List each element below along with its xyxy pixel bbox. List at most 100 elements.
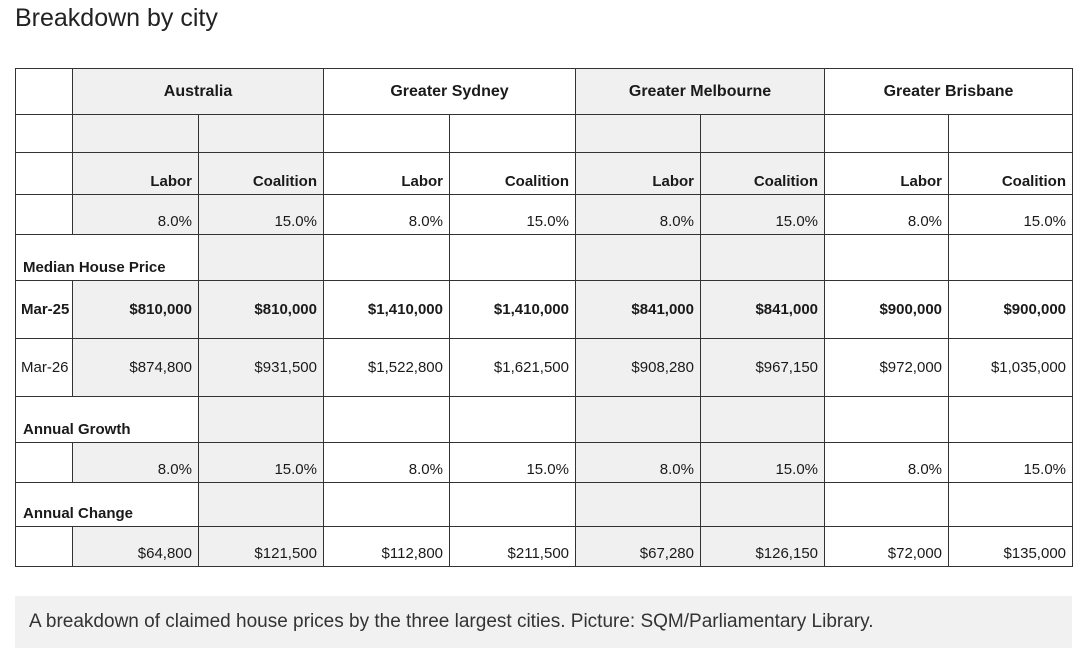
rate-cell: 15.0% xyxy=(699,194,826,235)
value-cell: $931,500 xyxy=(198,338,324,397)
section-row-growth: Annual Growth xyxy=(15,396,1074,443)
change-cell: $211,500 xyxy=(449,526,576,567)
growth-row: 8.0% 15.0% 8.0% 15.0% 8.0% 15.0% 8.0% 15… xyxy=(15,442,1074,483)
empty-cell xyxy=(575,482,701,527)
party-header-labor: Labor xyxy=(323,152,450,195)
breakdown-table: Australia Greater Sydney Greater Melbour… xyxy=(15,68,1074,567)
value-cell: $1,410,000 xyxy=(323,280,450,339)
value-cell: $900,000 xyxy=(948,280,1074,339)
empty-cell xyxy=(449,114,576,153)
corner-cell xyxy=(15,68,73,115)
empty-cell xyxy=(323,396,450,443)
breakdown-table-container: Australia Greater Sydney Greater Melbour… xyxy=(15,68,1074,570)
change-cell: $121,500 xyxy=(198,526,324,567)
empty-cell xyxy=(449,482,576,527)
empty-cell xyxy=(699,396,826,443)
value-cell: $1,410,000 xyxy=(449,280,576,339)
change-cell: $72,000 xyxy=(824,526,950,567)
city-header-row: Australia Greater Sydney Greater Melbour… xyxy=(15,68,1074,115)
rate-cell: 8.0% xyxy=(575,194,701,235)
empty-cell xyxy=(449,234,576,281)
value-cell: $900,000 xyxy=(824,280,950,339)
row-label-mar25: Mar-25 xyxy=(15,280,73,339)
empty-cell xyxy=(575,396,701,443)
section-label-growth: Annual Growth xyxy=(15,396,199,443)
value-cell: $967,150 xyxy=(699,338,826,397)
rate-cell: 15.0% xyxy=(449,194,576,235)
empty-cell xyxy=(15,442,73,483)
party-header-labor: Labor xyxy=(72,152,199,195)
value-cell: $841,000 xyxy=(699,280,826,339)
empty-cell xyxy=(198,114,324,153)
party-header-coalition: Coalition xyxy=(699,152,826,195)
value-cell: $874,800 xyxy=(72,338,199,397)
value-cell: $972,000 xyxy=(824,338,950,397)
spacer-row xyxy=(15,114,1074,153)
empty-cell xyxy=(323,234,450,281)
growth-cell: 8.0% xyxy=(575,442,701,483)
rate-cell: 15.0% xyxy=(198,194,324,235)
city-header-melbourne: Greater Melbourne xyxy=(574,68,826,115)
empty-cell xyxy=(323,482,450,527)
change-cell: $126,150 xyxy=(699,526,826,567)
party-header-coalition: Coalition xyxy=(198,152,324,195)
rate-cell: 15.0% xyxy=(948,194,1074,235)
empty-cell xyxy=(15,152,73,195)
section-label-median: Median House Price xyxy=(15,234,199,281)
empty-cell xyxy=(15,114,73,153)
party-header-labor: Labor xyxy=(575,152,701,195)
city-header-australia: Australia xyxy=(72,68,324,115)
page-title: Breakdown by city xyxy=(15,4,218,32)
data-row-mar26: Mar-26 $874,800 $931,500 $1,522,800 $1,6… xyxy=(15,338,1074,397)
rate-cell: 8.0% xyxy=(72,194,199,235)
section-row-change: Annual Change xyxy=(15,482,1074,527)
empty-cell xyxy=(72,114,199,153)
row-label-mar26: Mar-26 xyxy=(15,338,73,397)
value-cell: $1,621,500 xyxy=(449,338,576,397)
empty-cell xyxy=(198,234,324,281)
empty-cell xyxy=(948,482,1074,527)
rate-row: 8.0% 15.0% 8.0% 15.0% 8.0% 15.0% 8.0% 15… xyxy=(15,194,1074,235)
party-header-row: Labor Coalition Labor Coalition Labor Co… xyxy=(15,152,1074,195)
empty-cell xyxy=(824,396,950,443)
value-cell: $841,000 xyxy=(575,280,701,339)
value-cell: $1,522,800 xyxy=(323,338,450,397)
empty-cell xyxy=(948,396,1074,443)
empty-cell xyxy=(15,194,73,235)
empty-cell xyxy=(198,396,324,443)
empty-cell xyxy=(948,234,1074,281)
growth-cell: 15.0% xyxy=(699,442,826,483)
section-row-median: Median House Price xyxy=(15,234,1074,281)
party-header-coalition: Coalition xyxy=(948,152,1074,195)
growth-cell: 15.0% xyxy=(948,442,1074,483)
growth-cell: 15.0% xyxy=(198,442,324,483)
empty-cell xyxy=(15,526,73,567)
growth-cell: 8.0% xyxy=(824,442,950,483)
growth-cell: 8.0% xyxy=(72,442,199,483)
empty-cell xyxy=(824,234,950,281)
party-header-labor: Labor xyxy=(824,152,950,195)
data-row-mar25: Mar-25 $810,000 $810,000 $1,410,000 $1,4… xyxy=(15,280,1074,339)
empty-cell xyxy=(699,234,826,281)
growth-cell: 8.0% xyxy=(323,442,450,483)
empty-cell xyxy=(699,114,826,153)
growth-cell: 15.0% xyxy=(449,442,576,483)
value-cell: $908,280 xyxy=(575,338,701,397)
empty-cell xyxy=(575,234,701,281)
value-cell: $1,035,000 xyxy=(948,338,1074,397)
city-header-sydney: Greater Sydney xyxy=(323,68,576,115)
empty-cell xyxy=(198,482,324,527)
empty-cell xyxy=(699,482,826,527)
party-header-coalition: Coalition xyxy=(449,152,576,195)
city-header-brisbane: Greater Brisbane xyxy=(824,68,1074,115)
section-label-change: Annual Change xyxy=(15,482,199,527)
image-caption: A breakdown of claimed house prices by t… xyxy=(15,596,1072,648)
empty-cell xyxy=(449,396,576,443)
empty-cell xyxy=(824,482,950,527)
change-cell: $67,280 xyxy=(575,526,701,567)
empty-cell xyxy=(948,114,1074,153)
empty-cell xyxy=(323,114,450,153)
rate-cell: 8.0% xyxy=(824,194,950,235)
change-cell: $135,000 xyxy=(948,526,1074,567)
empty-cell xyxy=(575,114,701,153)
